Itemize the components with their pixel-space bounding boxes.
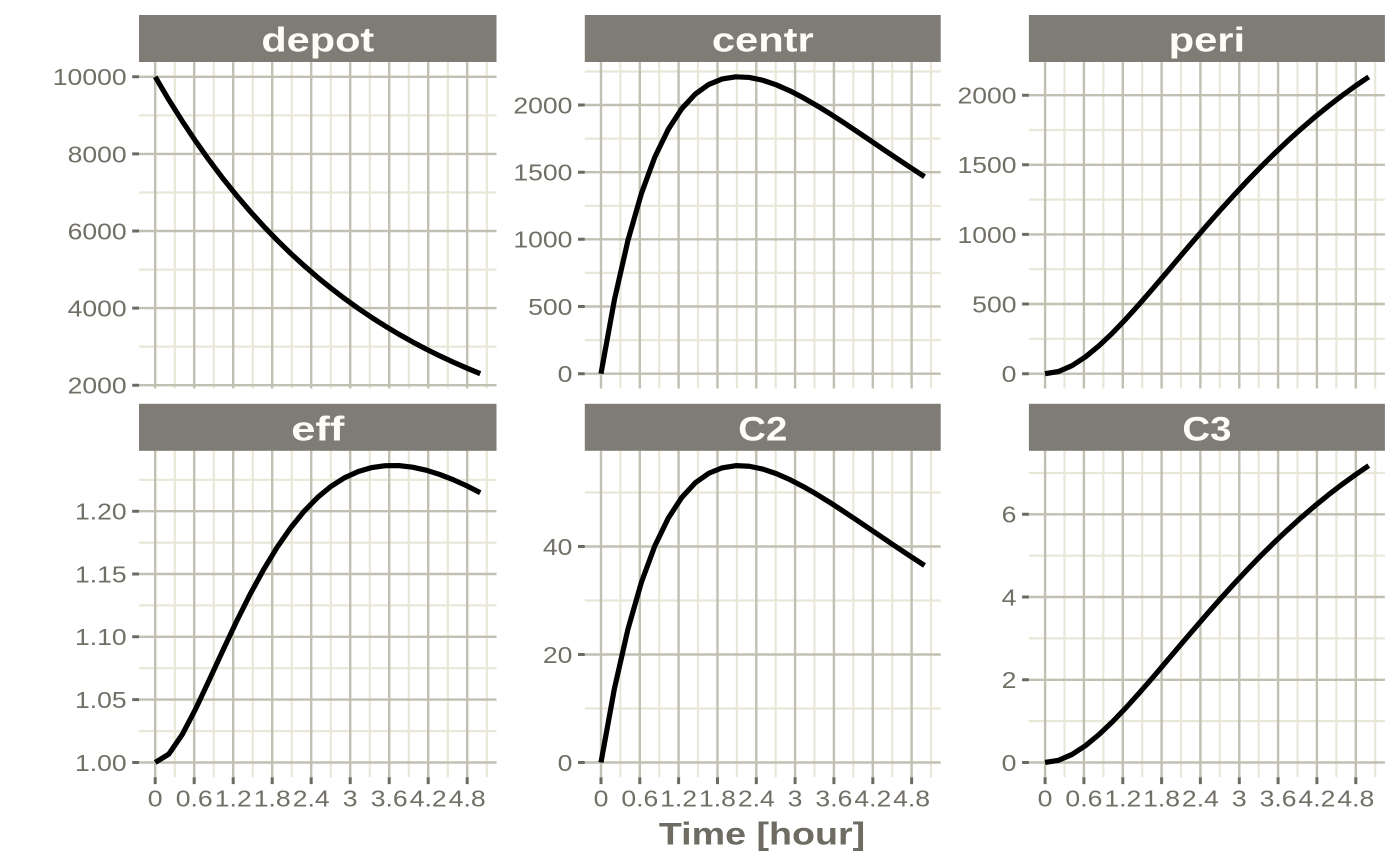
svg-text:0: 0 xyxy=(1002,750,1017,776)
svg-text:0: 0 xyxy=(1038,786,1053,812)
svg-text:C3: C3 xyxy=(1182,410,1231,448)
svg-text:eff: eff xyxy=(291,410,345,448)
svg-text:6: 6 xyxy=(1002,502,1017,528)
svg-text:1.20: 1.20 xyxy=(75,499,127,525)
svg-text:peri: peri xyxy=(1169,22,1246,60)
svg-text:1500: 1500 xyxy=(513,160,572,186)
svg-text:1.8: 1.8 xyxy=(699,786,736,812)
svg-text:4.2: 4.2 xyxy=(854,786,891,812)
svg-text:1.2: 1.2 xyxy=(1104,786,1141,812)
svg-text:2.4: 2.4 xyxy=(1182,786,1219,812)
svg-text:4.8: 4.8 xyxy=(1337,786,1374,812)
svg-text:4.2: 4.2 xyxy=(410,786,447,812)
svg-text:0: 0 xyxy=(558,361,573,387)
svg-text:3: 3 xyxy=(1232,786,1247,812)
svg-text:3.6: 3.6 xyxy=(815,786,852,812)
svg-text:1.8: 1.8 xyxy=(254,786,291,812)
svg-text:1.8: 1.8 xyxy=(1143,786,1180,812)
svg-text:500: 500 xyxy=(528,294,572,320)
svg-text:3: 3 xyxy=(343,786,358,812)
svg-text:1.05: 1.05 xyxy=(75,687,127,713)
svg-text:1500: 1500 xyxy=(958,152,1017,178)
svg-text:0.6: 0.6 xyxy=(1065,786,1102,812)
svg-text:0: 0 xyxy=(558,750,573,776)
svg-text:C2: C2 xyxy=(738,410,787,448)
svg-text:500: 500 xyxy=(972,291,1016,317)
svg-text:centr: centr xyxy=(712,22,814,60)
svg-text:2000: 2000 xyxy=(513,92,572,118)
svg-text:depot: depot xyxy=(261,22,374,60)
svg-text:4: 4 xyxy=(1002,584,1017,610)
svg-text:2000: 2000 xyxy=(958,83,1017,109)
svg-text:0.6: 0.6 xyxy=(621,786,658,812)
svg-text:0: 0 xyxy=(1002,361,1017,387)
svg-text:2.4: 2.4 xyxy=(293,786,330,812)
svg-text:3.6: 3.6 xyxy=(371,786,408,812)
svg-text:10000: 10000 xyxy=(53,64,127,90)
svg-text:20: 20 xyxy=(543,642,573,668)
svg-text:0: 0 xyxy=(594,786,609,812)
svg-text:2000: 2000 xyxy=(68,373,127,399)
svg-text:6000: 6000 xyxy=(68,218,127,244)
svg-text:3: 3 xyxy=(788,786,803,812)
svg-text:1.2: 1.2 xyxy=(660,786,697,812)
svg-text:2: 2 xyxy=(1002,667,1017,693)
svg-text:4000: 4000 xyxy=(68,296,127,322)
svg-text:8000: 8000 xyxy=(68,141,127,167)
svg-text:2.4: 2.4 xyxy=(738,786,775,812)
svg-text:4.8: 4.8 xyxy=(893,786,930,812)
svg-text:4.2: 4.2 xyxy=(1298,786,1335,812)
svg-text:1.2: 1.2 xyxy=(215,786,252,812)
svg-text:40: 40 xyxy=(543,534,573,560)
svg-text:Time [hour]: Time [hour] xyxy=(659,817,865,852)
svg-text:0.6: 0.6 xyxy=(176,786,213,812)
svg-text:1000: 1000 xyxy=(513,227,572,253)
svg-text:1000: 1000 xyxy=(958,222,1017,248)
svg-text:4.8: 4.8 xyxy=(449,786,486,812)
svg-text:1.00: 1.00 xyxy=(75,750,127,776)
svg-text:0: 0 xyxy=(148,786,163,812)
svg-text:1.10: 1.10 xyxy=(75,624,127,650)
svg-text:3.6: 3.6 xyxy=(1260,786,1297,812)
svg-text:1.15: 1.15 xyxy=(75,561,127,587)
